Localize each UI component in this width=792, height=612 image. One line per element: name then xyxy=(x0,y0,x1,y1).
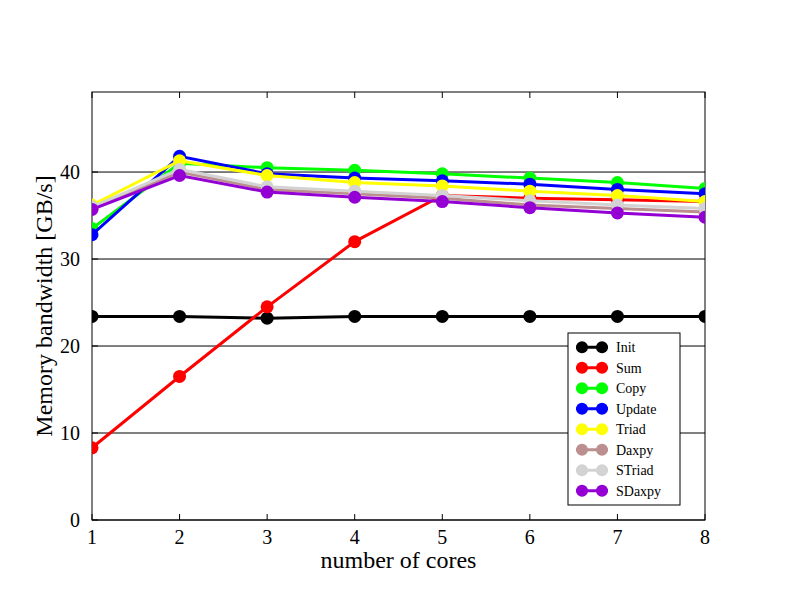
series-marker xyxy=(611,310,624,323)
series-marker xyxy=(348,310,361,323)
x-tick-top xyxy=(354,92,355,98)
legend-marker xyxy=(576,485,588,497)
series-marker xyxy=(92,441,99,454)
x-tick-top xyxy=(267,92,268,98)
x-tick-label: 2 xyxy=(175,526,185,548)
x-tick xyxy=(179,514,180,520)
x-tick-label: 5 xyxy=(437,526,447,548)
y-tick xyxy=(92,433,98,434)
legend-label: Update xyxy=(616,402,656,417)
series-marker xyxy=(261,300,274,313)
legend-label: Sum xyxy=(616,361,642,376)
plot-frame xyxy=(92,92,705,520)
background xyxy=(0,0,792,612)
x-tick-top xyxy=(442,92,443,98)
series-marker xyxy=(699,310,706,323)
series-marker xyxy=(173,370,186,383)
series-marker xyxy=(611,206,624,219)
x-tick xyxy=(529,514,530,520)
legend-marker xyxy=(576,382,588,394)
legend-marker xyxy=(576,464,588,476)
legend-label: SDaxpy xyxy=(616,484,661,499)
y-tick-label: 20 xyxy=(60,335,80,357)
series-marker xyxy=(436,310,449,323)
legend-marker xyxy=(576,423,588,435)
series-marker xyxy=(92,203,99,216)
series-marker xyxy=(261,312,274,325)
series-marker xyxy=(348,235,361,248)
x-tick-label: 3 xyxy=(262,526,272,548)
y-tick xyxy=(92,346,98,347)
series-marker xyxy=(261,186,274,199)
x-tick xyxy=(354,514,355,520)
legend-marker xyxy=(596,485,608,497)
x-tick-top xyxy=(529,92,530,98)
series-line xyxy=(92,163,705,228)
x-tick-label: 1 xyxy=(87,526,97,548)
legend-marker xyxy=(596,362,608,374)
legend-label: Daxpy xyxy=(616,443,653,458)
x-tick-label: 6 xyxy=(525,526,535,548)
legend-marker xyxy=(596,341,608,353)
series-marker xyxy=(699,211,706,224)
y-tick xyxy=(92,259,98,260)
series-marker xyxy=(523,310,536,323)
x-tick xyxy=(442,514,443,520)
legend-label: Init xyxy=(616,340,636,355)
y-tick-label: 0 xyxy=(70,509,80,531)
series-marker xyxy=(261,169,274,182)
legend-marker xyxy=(596,423,608,435)
x-tick-top xyxy=(617,92,618,98)
x-tick-label: 7 xyxy=(612,526,622,548)
series-line xyxy=(92,156,705,234)
y-axis-label: Memory bandwidth [GB/s] xyxy=(31,175,57,436)
series-marker xyxy=(436,195,449,208)
legend-marker xyxy=(576,341,588,353)
legend-box xyxy=(568,333,680,505)
series-marker xyxy=(348,191,361,204)
x-tick xyxy=(267,514,268,520)
series-marker xyxy=(173,169,186,182)
x-tick-label: 4 xyxy=(350,526,360,548)
y-tick-label: 30 xyxy=(60,248,80,270)
series-marker xyxy=(523,201,536,214)
series-marker xyxy=(92,228,99,241)
grid-line xyxy=(92,259,705,260)
legend-marker xyxy=(576,362,588,374)
chart: 0 10 20 30 40 1 2 3 4 5 6 7 8 number of cores Memory b… xyxy=(0,0,792,612)
series-marker xyxy=(173,310,186,323)
x-tick-label: 8 xyxy=(700,526,710,548)
y-tick-label: 40 xyxy=(60,161,80,183)
legend-label: Copy xyxy=(616,381,646,396)
legend-marker xyxy=(596,444,608,456)
y-tick xyxy=(92,172,98,173)
legend-label: STriad xyxy=(616,463,654,478)
legend-marker xyxy=(596,403,608,415)
legend-marker xyxy=(576,403,588,415)
x-tick xyxy=(617,514,618,520)
legend-label: Triad xyxy=(616,422,646,437)
series-marker xyxy=(92,310,99,323)
x-axis-label: number of cores xyxy=(321,547,477,573)
legend-marker xyxy=(596,382,608,394)
x-tick-top xyxy=(179,92,180,98)
legend-marker xyxy=(596,464,608,476)
y-tick-label: 10 xyxy=(60,422,80,444)
legend: Init Sum Copy Update Triad Daxpy STriad SDaxpy xyxy=(568,333,680,505)
legend-marker xyxy=(576,444,588,456)
